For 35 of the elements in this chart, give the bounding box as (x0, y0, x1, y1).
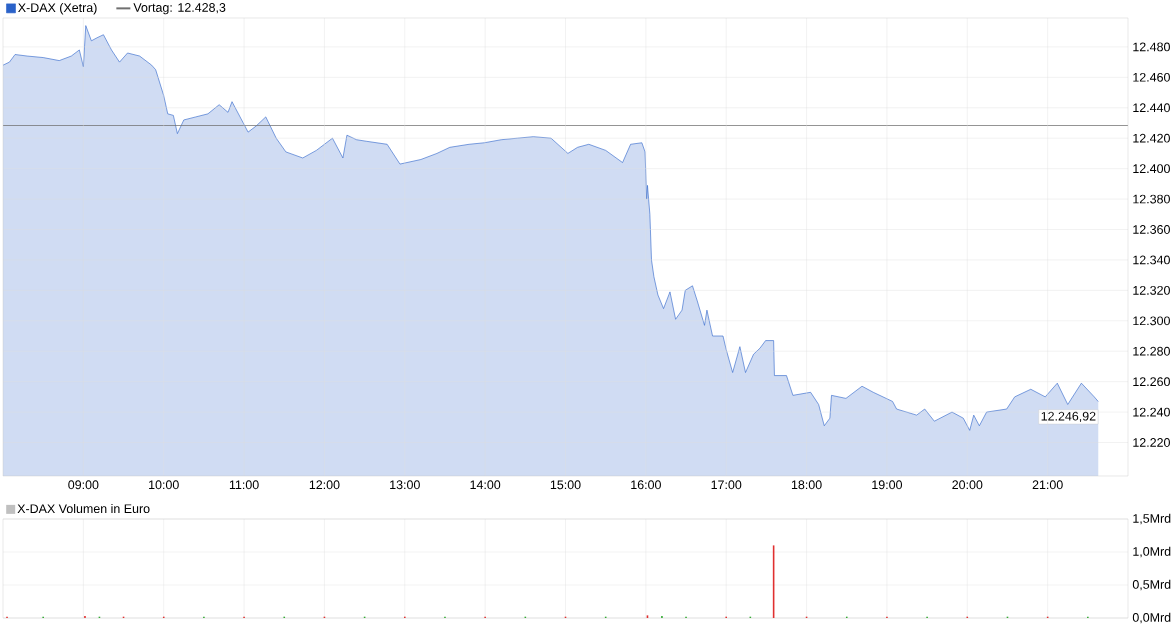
text: X-DAX Volumen in Euro (17, 503, 150, 514)
x-tick-label: 17:00 (711, 480, 742, 490)
y-tick-label: 1,5Mrd (1133, 513, 1171, 525)
x-tick-label: 14:00 (470, 480, 501, 490)
y-tick-label: 12.260 (1133, 377, 1170, 387)
x-tick-label: 20:00 (952, 480, 983, 490)
legend-label: X-DAX (Xetra) (18, 2, 97, 15)
x-tick-label: 12:00 (309, 480, 340, 490)
y-tick-label: 12.420 (1133, 133, 1170, 143)
y-tick-label: 12.460 (1133, 72, 1170, 82)
y-tick-label: 0,0Mrd (1132, 612, 1171, 624)
x-tick-label: 10:00 (149, 480, 179, 490)
y-tick-label: 12.300 (1133, 316, 1170, 326)
y-tick-label: 12.360 (1133, 225, 1170, 234)
x-tick-label: 09:00 (68, 480, 99, 490)
x-tick-label: 11:00 (229, 480, 259, 490)
y-tick-label: 12.400 (1133, 164, 1170, 174)
x-tick-label: 21:00 (1032, 480, 1063, 490)
y-tick-label: 12.480 (1133, 42, 1170, 52)
x-tick-label: 19:00 (872, 480, 903, 490)
x-tick-label: 16:00 (631, 480, 661, 490)
y-tick-label: 12.340 (1133, 255, 1170, 265)
x-tick-label: 13:00 (390, 480, 420, 490)
x-tick-label: 15:00 (550, 480, 581, 490)
x-tick-label: 18:00 (791, 480, 822, 490)
legend-label: Vortag: 12.428,3 (133, 3, 226, 15)
y-tick-label: 0,5Mrd (1132, 579, 1171, 591)
y-tick-label: 12.280 (1133, 346, 1170, 356)
y-tick-label: 12.220 (1133, 438, 1170, 447)
y-tick-label: 12.380 (1133, 194, 1170, 204)
y-tick-label: 12.440 (1133, 103, 1170, 113)
y-tick-label: 12.240 (1133, 407, 1170, 417)
y-tick-label: 1,0Mrd (1133, 546, 1171, 558)
annotation: 12.246,92 (1041, 411, 1096, 423)
y-tick-label: 12.320 (1133, 285, 1170, 295)
